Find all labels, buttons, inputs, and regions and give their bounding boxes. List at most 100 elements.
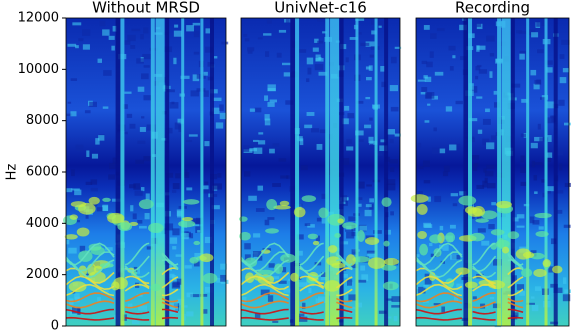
texture (213, 56, 218, 59)
harmonic (161, 252, 179, 271)
texture (348, 294, 357, 301)
formant (458, 195, 477, 206)
texture (166, 89, 175, 93)
formant (542, 259, 551, 268)
texture (85, 212, 89, 219)
harmonic (161, 288, 179, 297)
texture (140, 187, 145, 192)
texture (190, 90, 200, 97)
texture (481, 240, 490, 246)
texture (423, 222, 432, 228)
texture (541, 179, 546, 183)
harmonic (335, 267, 353, 276)
texture (124, 131, 128, 135)
formant (107, 212, 125, 224)
formant (490, 229, 505, 236)
texture (427, 196, 431, 202)
harmonic (124, 275, 150, 288)
texture (171, 189, 177, 193)
texture (204, 236, 212, 244)
texture (143, 156, 152, 162)
y-tick-label: 6000 (26, 165, 59, 180)
texture (91, 153, 99, 159)
texture (316, 217, 322, 222)
texture (315, 54, 321, 61)
texture (394, 46, 402, 49)
texture (487, 182, 496, 189)
texture (350, 263, 358, 269)
texture (285, 18, 290, 24)
texture (212, 97, 222, 102)
texture (365, 76, 372, 81)
formant (274, 263, 284, 274)
texture (141, 73, 149, 80)
texture (269, 99, 278, 103)
texture (130, 205, 134, 212)
y-tick-label: 12000 (18, 11, 59, 26)
texture (537, 49, 544, 54)
texture (492, 303, 501, 309)
harmonic (507, 252, 524, 271)
texture (202, 189, 210, 194)
formant (102, 197, 111, 202)
texture (417, 142, 422, 148)
formant (445, 232, 456, 243)
texture (544, 157, 552, 162)
texture (349, 37, 358, 40)
texture (169, 273, 175, 278)
texture (490, 135, 497, 140)
harmonic (336, 301, 353, 309)
harmonic (240, 308, 289, 315)
texture (249, 148, 258, 152)
texture (423, 75, 428, 79)
texture (267, 84, 276, 92)
panel-frame (415, 17, 570, 327)
texture (526, 29, 536, 36)
texture (257, 255, 263, 261)
texture (204, 181, 209, 185)
texture (449, 224, 456, 229)
texture (421, 87, 428, 92)
texture (365, 66, 371, 70)
texture (111, 45, 115, 51)
texture (178, 125, 182, 133)
texture (443, 165, 450, 172)
texture (326, 134, 333, 140)
texture (83, 273, 91, 277)
formant (416, 203, 428, 215)
texture (532, 220, 540, 225)
stripe (497, 18, 502, 326)
texture (416, 254, 420, 257)
formant (193, 240, 201, 246)
gap (339, 18, 344, 326)
texture (368, 65, 373, 71)
texture (204, 286, 214, 293)
texture (221, 41, 229, 45)
texture (471, 155, 480, 160)
texture (99, 20, 106, 27)
texture (68, 247, 77, 254)
texture (297, 136, 303, 142)
texture (452, 203, 458, 207)
harmonic (507, 316, 524, 320)
texture (389, 85, 399, 92)
formant (138, 199, 154, 210)
texture (534, 79, 542, 85)
harmonic (299, 317, 324, 321)
texture (300, 314, 309, 318)
harmonic (65, 251, 115, 272)
texture (138, 305, 148, 311)
texture (321, 193, 329, 199)
texture (539, 137, 549, 142)
texture (547, 135, 552, 142)
texture (526, 302, 535, 305)
formant (324, 280, 341, 292)
texture (385, 316, 392, 319)
texture (482, 118, 491, 125)
texture (283, 288, 291, 293)
texture (196, 217, 203, 225)
formant (88, 271, 106, 284)
formant (182, 216, 194, 222)
texture (450, 193, 459, 197)
texture (538, 226, 544, 230)
